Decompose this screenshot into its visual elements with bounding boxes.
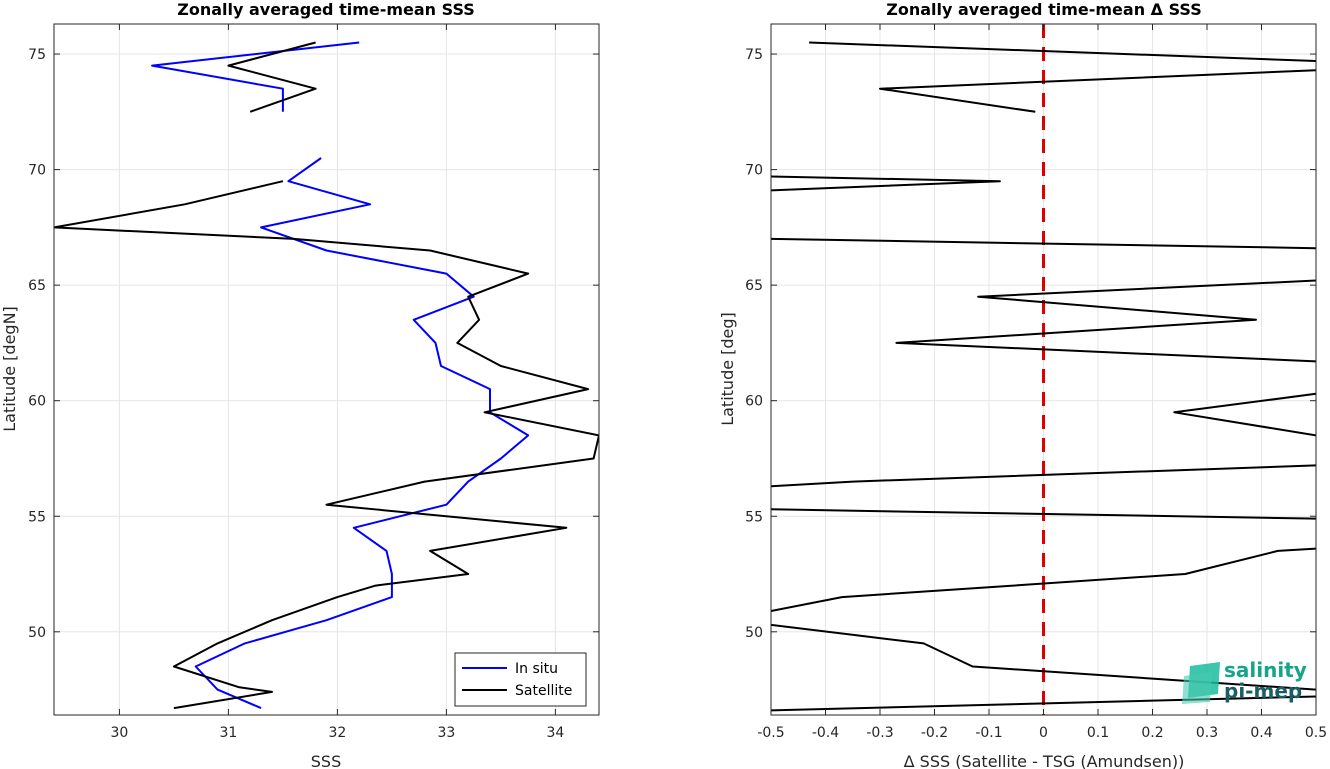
x-tick-label: 0.4 [1250, 725, 1272, 741]
x-tick-label: -0.1 [975, 725, 1002, 741]
x-axis-label: SSS [311, 752, 341, 769]
x-tick-label: -0.2 [921, 725, 948, 741]
y-tick-label: 50 [745, 625, 763, 641]
y-axis-label: Latitude [deg] [718, 312, 737, 426]
series-line-series [771, 695, 1316, 712]
y-tick-label: 50 [28, 625, 46, 641]
y-tick-label: 60 [28, 394, 46, 410]
legend: In situ Satellite [454, 652, 587, 707]
series-line-series [879, 69, 1316, 113]
x-tick-label: 0.3 [1196, 725, 1218, 741]
y-tick-label: 65 [28, 278, 46, 294]
series-line-series [1173, 392, 1316, 437]
x-tick-label: 30 [110, 725, 128, 741]
x-tick-label: 31 [219, 725, 237, 741]
y-tick-label: 55 [28, 509, 46, 525]
ticks: 30 31 32 33 34 50 55 60 65 70 75 [28, 24, 599, 741]
x-tick-label: -0.5 [757, 725, 784, 741]
chart-title: Zonally averaged time-mean Δ SSS [886, 0, 1202, 19]
y-tick-label: 65 [745, 278, 763, 294]
ticks: -0.5 -0.4 -0.3 -0.2 -0.1 0 0.1 0.2 0.3 0.4 0.5 50 55… [745, 24, 1327, 741]
panel-delta-sss: -0.5 -0.4 -0.3 -0.2 -0.1 0 0.1 0.2 0.3 0.4 0.5 50 55… [718, 0, 1327, 769]
y-tick-label: 75 [28, 47, 46, 63]
series-line-series [895, 279, 1316, 363]
series-line-series [771, 508, 1316, 520]
series-line-series [771, 237, 1316, 250]
x-tick-label: -0.3 [866, 725, 893, 741]
x-tick-label: 0.2 [1141, 725, 1163, 741]
series-line-series [771, 623, 1316, 691]
legend-label-satellite: Satellite [515, 683, 572, 699]
y-axis-label: Latitude [degN] [0, 306, 19, 432]
series-line-in-situ [194, 157, 530, 710]
legend-box [454, 652, 587, 707]
series-line-satellite [227, 41, 317, 113]
axes-background [54, 24, 599, 715]
series-line-series [809, 41, 1316, 62]
axes-box [53, 23, 600, 716]
y-tick-label: 60 [745, 394, 763, 410]
x-tick-label: 0.5 [1305, 725, 1327, 741]
logo-text-salinity: salinity [1224, 658, 1307, 682]
y-tick-label: 75 [745, 47, 763, 63]
data-lines [54, 41, 599, 710]
x-tick-label: -0.4 [812, 725, 839, 741]
salinity-pimep-logo: salinity pi-mep [1182, 658, 1307, 704]
x-tick-label: 0.1 [1087, 725, 1109, 741]
series-line-satellite [54, 180, 599, 710]
panel-sss: 30 31 32 33 34 50 55 60 65 70 75 Zonally averaged … [0, 0, 600, 769]
legend-label-in-situ: In situ [515, 661, 558, 677]
y-tick-label: 55 [745, 509, 763, 525]
y-tick-label: 70 [28, 163, 46, 179]
x-tick-label: 33 [437, 725, 455, 741]
x-axis-label: Δ SSS (Satellite - TSG (Amundsen)) [904, 752, 1185, 769]
chart-title: Zonally averaged time-mean SSS [177, 0, 475, 19]
data-lines [771, 41, 1316, 712]
y-tick-label: 70 [745, 163, 763, 179]
series-line-series [771, 547, 1316, 612]
logo-text-pimep: pi-mep [1224, 679, 1302, 703]
grid [54, 24, 599, 715]
x-tick-label: 34 [546, 725, 564, 741]
x-tick-label: 32 [328, 725, 346, 741]
x-tick-label: 0 [1039, 725, 1048, 741]
series-line-series [771, 464, 1316, 488]
series-line-series [771, 175, 1001, 192]
